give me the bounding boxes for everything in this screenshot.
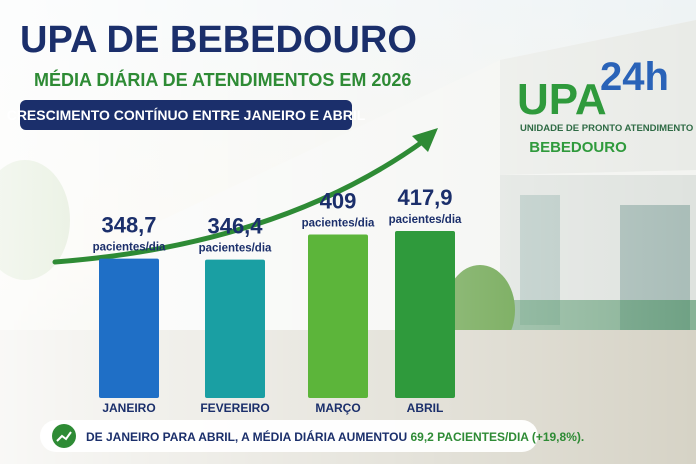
chart-subtitle: MÉDIA DIÁRIA DE ATENDIMENTOS EM 2026 [34,69,411,90]
bar [308,234,368,398]
value-unit: pacientes/dia [199,243,272,255]
note-highlight: 69,2 PACIENTES/DIA (+19,8%). [410,430,584,444]
sign-name: UPA [517,75,607,124]
sign-badge: 24h [600,55,669,99]
note-text: DE JANEIRO PARA ABRIL, A MÉDIA DIÁRIA AU… [86,429,407,444]
sign-caption: UNIDADE DE PRONTO ATENDIMENTO [520,123,693,134]
bar [395,231,455,398]
x-tick-label: JANEIRO [102,401,155,415]
note-icon-line [56,431,72,442]
x-tick-label: MARÇO [315,401,360,415]
trend-arrow-head [412,128,438,152]
value-unit: pacientes/dia [93,242,166,254]
note-icon [52,424,76,448]
banner: CRESCIMENTO CONTÍNUO ENTRE JANEIRO E ABR… [7,107,366,123]
chart-title: UPA DE BEBEDOURO [20,19,417,61]
banner-box [20,100,352,130]
note: DE JANEIRO PARA ABRIL, A MÉDIA DIÁRIA AU… [86,429,584,444]
bar [99,258,159,398]
bar [205,259,265,398]
value-label: 409 [320,189,357,214]
x-tick-label: ABRIL [407,401,444,415]
value-unit: pacientes/dia [302,218,375,230]
value-label: 417,9 [397,185,452,210]
note-box [40,420,538,452]
x-tick-label: FEVEREIRO [200,401,269,415]
trend-arrow [52,137,428,265]
value-unit: pacientes/dia [389,214,462,226]
value-label: 346,4 [207,214,263,239]
value-label: 348,7 [101,213,156,238]
sign-city: BEBEDOURO [529,139,627,156]
